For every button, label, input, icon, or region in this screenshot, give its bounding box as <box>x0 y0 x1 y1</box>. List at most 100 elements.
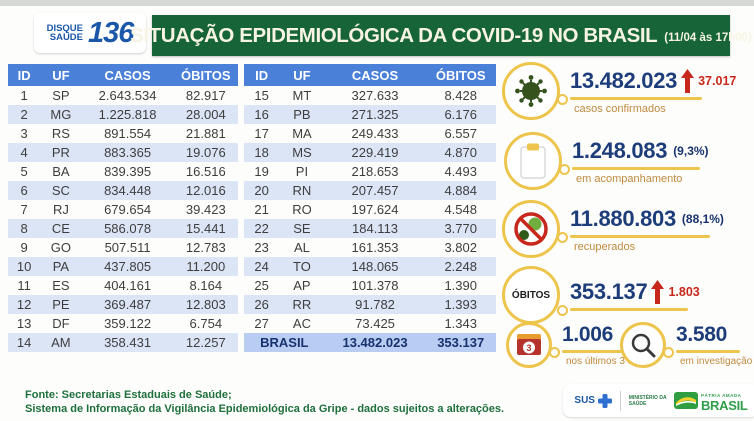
table-cell: PE <box>52 297 70 312</box>
table-cell: 161.353 <box>351 240 399 255</box>
table-row: 26 RR 91.782 1.393 <box>244 295 496 314</box>
table-row: 19 PI 218.653 4.493 <box>244 162 496 181</box>
gold-underline <box>557 305 688 316</box>
table-cell: 82.917 <box>185 88 226 103</box>
table-cell: 5 <box>20 164 28 179</box>
table-header-row: ID UF CASOS ÓBITOS <box>8 64 238 86</box>
table-cell: PR <box>51 145 70 160</box>
table-cell: 26 <box>254 297 269 312</box>
brasil-flag-icon <box>673 392 698 409</box>
col-header-obitos: ÓBITOS <box>173 64 238 86</box>
table-cell: 14 <box>16 335 32 350</box>
ministry-line2: SAÚDE <box>628 400 647 407</box>
table-cell: 73.425 <box>355 316 395 331</box>
government-logos: SUS MINISTÉRIO DA SAÚDE PÁTRIA AMADA BRA… <box>563 384 754 417</box>
recovered-label: recuperados <box>574 240 636 253</box>
top-edge-strip <box>0 0 754 6</box>
table-cell: 20 <box>254 183 269 198</box>
logo-line1: DISQUE <box>46 22 84 34</box>
obitos-badge-label: ÓBITOS <box>511 289 551 301</box>
up-arrow-icon <box>651 280 665 304</box>
table-cell: 218.653 <box>351 164 399 179</box>
sus-cross-icon <box>597 393 612 408</box>
virus-icon <box>502 62 560 120</box>
stat-confirmed-cases: 13.482.023 37.017 casos confirmados <box>502 62 736 120</box>
table-cell: RR <box>292 297 312 312</box>
table-cell: 6.557 <box>444 126 477 141</box>
table-cell: 891.554 <box>104 126 152 141</box>
ministry-logo: MINISTÉRIO DA SAÚDE <box>629 395 667 407</box>
recovered-value: 11.880.803 <box>570 205 676 231</box>
table-cell: 15 <box>254 88 269 103</box>
clipboard-icon <box>504 132 562 190</box>
table-cell: 15.441 <box>185 221 226 236</box>
svg-text:3: 3 <box>526 343 531 353</box>
patria-amada-brasil-logo: PÁTRIA AMADA BRASIL <box>673 391 748 412</box>
table-cell: 7 <box>20 202 28 217</box>
table-row: 22 SE 184.113 3.770 <box>244 219 496 238</box>
table-row: 5 BA 839.395 16.516 <box>8 162 238 181</box>
table-cell: 679.654 <box>104 202 152 217</box>
obitos-badge: ÓBITOS <box>502 266 560 324</box>
confirmed-cases-value: 13.482.023 <box>570 67 678 93</box>
monitoring-value: 1.248.083 <box>572 137 668 163</box>
col-header-uf: UF <box>279 64 325 86</box>
table-cell: 1.393 <box>444 297 477 312</box>
table-cell: 404.161 <box>104 278 152 293</box>
table-row: 27 AC 73.425 1.343 <box>244 314 496 333</box>
gold-underline <box>557 231 710 243</box>
table-cell: 883.365 <box>104 145 152 160</box>
table-cell: 12.783 <box>185 240 226 255</box>
table-cell: 23 <box>254 240 269 255</box>
table-cell: 16.516 <box>185 164 226 179</box>
table-cell: 327.633 <box>351 88 399 103</box>
table-cell: 358.431 <box>104 335 152 350</box>
table-cell: PB <box>293 107 311 122</box>
up-arrow-icon <box>681 68 695 93</box>
table-cell: 2.248 <box>444 259 477 274</box>
table-cell: 4.493 <box>444 164 477 179</box>
table-cell: 3 <box>20 126 28 141</box>
table-cell: GO <box>50 240 71 255</box>
table-row: 3 RS 891.554 21.881 <box>8 124 238 143</box>
table-cell: 28.004 <box>185 107 226 122</box>
table-row: 2 MG 1.225.818 28.004 <box>8 105 238 124</box>
brasil-obitos: 353.137 <box>437 335 485 350</box>
table-cell: 369.487 <box>104 297 152 312</box>
table-row: 18 MS 229.419 4.870 <box>244 143 496 162</box>
table-cell: 19 <box>254 164 269 179</box>
table-row: 1 SP 2.643.534 82.917 <box>8 86 238 105</box>
table-row: 9 GO 507.511 12.783 <box>8 238 238 257</box>
table-cell: 437.805 <box>104 259 152 274</box>
table-cell: 4 <box>20 145 28 160</box>
table-cell: 25 <box>254 278 269 293</box>
table-cell: 3.802 <box>444 240 477 255</box>
table-cell: ES <box>52 278 70 293</box>
table-cell: 8.164 <box>189 278 223 293</box>
source-line2: Sistema de Informação da Vigilância Epid… <box>25 403 505 415</box>
stat-recovered: 11.880.803 (88,1%) recuperados <box>502 200 724 258</box>
table-cell: 359.122 <box>104 316 152 331</box>
table-cell: SE <box>293 221 311 236</box>
table-row: 6 SC 834.448 12.016 <box>8 181 238 200</box>
no-virus-icon <box>502 200 560 258</box>
table-cell: 21 <box>254 202 269 217</box>
page-title-date: (11/04 às 17h00) <box>664 32 752 44</box>
table-row: 15 MT 327.633 8.428 <box>244 86 496 105</box>
source-note: Fonte: Secretarias Estaduais de Saúde; S… <box>25 388 504 416</box>
table-cell: 16 <box>254 107 269 122</box>
table-cell: 148.065 <box>351 259 399 274</box>
table-row: 20 RN 207.457 4.884 <box>244 181 496 200</box>
table-cell: AC <box>292 316 311 331</box>
table-cell: 24 <box>254 259 269 274</box>
table-cell: 1.343 <box>444 316 477 331</box>
table-cell: MA <box>292 126 312 141</box>
table-cell: 1.390 <box>444 278 477 293</box>
table-cell: 8 <box>20 221 28 236</box>
stat-last-3-days: 3 1.006 nos últimos 3 dias <box>506 322 646 368</box>
table-cell: 19.076 <box>185 145 226 160</box>
table-cell: 586.078 <box>104 221 152 236</box>
gold-underline <box>557 93 702 105</box>
table-cell: TO <box>293 259 311 274</box>
state-table-left: ID UF CASOS ÓBITOS 1 SP 2.643.534 82.917 2 MG… <box>8 64 238 352</box>
